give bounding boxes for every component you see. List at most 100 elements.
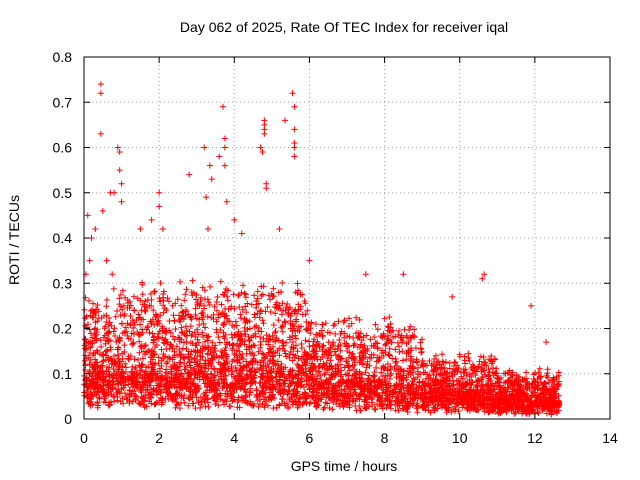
data-point [324,400,331,407]
data-point [455,400,462,407]
data-point [431,405,438,412]
data-point [366,382,373,389]
data-point [275,337,282,344]
data-point [468,373,475,380]
data-point [94,388,101,395]
data-point [127,312,134,319]
data-point [271,329,278,336]
data-point [129,398,136,405]
data-point [550,385,557,392]
data-point [260,382,267,389]
data-point [178,370,185,377]
data-point [319,332,326,339]
data-point [238,333,245,340]
data-point [188,348,195,355]
data-point [236,291,243,298]
data-point [362,369,369,376]
data-point [241,381,248,388]
data-point [207,283,214,290]
data-point [244,374,251,381]
data-point [341,364,348,371]
data-point [138,385,145,392]
data-point [403,406,410,413]
data-point [174,392,181,399]
data-point [500,379,507,386]
data-point [156,203,163,210]
data-point [266,345,273,352]
data-point [239,306,246,313]
data-point [214,368,221,375]
data-point [394,398,401,405]
data-point [369,402,376,409]
data-point [152,400,159,407]
data-point [97,351,104,358]
data-point [218,348,225,355]
data-point [223,198,230,205]
data-point [295,323,302,330]
data-point [126,397,133,404]
data-point [392,355,399,362]
data-point [112,313,119,320]
data-point [270,285,277,292]
data-point [81,342,88,349]
data-point [276,225,283,232]
data-point [225,365,232,372]
y-tick-labels: 0 0.1 0.2 0.3 0.4 0.5 0.6 0.7 0.8 [53,49,73,427]
data-point [451,362,458,369]
data-point [115,344,122,351]
data-point [84,391,91,398]
data-point [180,339,187,346]
data-point [251,342,258,349]
data-point [94,372,101,379]
data-point [319,343,326,350]
data-point [117,376,124,383]
data-point [259,149,266,156]
data-point [397,365,404,372]
data-point [262,363,269,370]
data-point [211,386,218,393]
data-point [101,312,108,319]
data-point [159,399,166,406]
data-point [216,153,223,160]
data-point [146,329,153,336]
data-point [173,343,180,350]
data-point [356,368,363,375]
data-point [413,356,420,363]
data-point [98,343,105,350]
data-point [267,381,274,388]
data-point [357,379,364,386]
data-point [414,404,421,411]
data-point [473,378,480,385]
data-point [439,382,446,389]
data-point [485,405,492,412]
data-point [288,368,295,375]
data-point [220,103,227,110]
data-point [457,381,464,388]
data-point [280,307,287,314]
data-point [292,342,299,349]
data-point [106,402,113,409]
data-point [284,301,291,308]
data-point [441,390,448,397]
data-point [342,371,349,378]
data-point [446,360,453,367]
data-point [221,368,228,375]
data-point [392,346,399,353]
data-point [482,396,489,403]
data-point [267,346,274,353]
data-point [260,351,267,358]
data-point [411,333,418,340]
data-point [91,361,98,368]
data-point [490,382,497,389]
data-point [544,405,551,412]
data-point [251,311,258,318]
data-point [519,408,526,415]
data-point [332,371,339,378]
data-point [103,319,110,326]
data-point [317,372,324,379]
data-point [282,117,289,124]
data-point [187,394,194,401]
data-point [228,365,235,372]
data-point [105,336,112,343]
data-point [106,401,113,408]
